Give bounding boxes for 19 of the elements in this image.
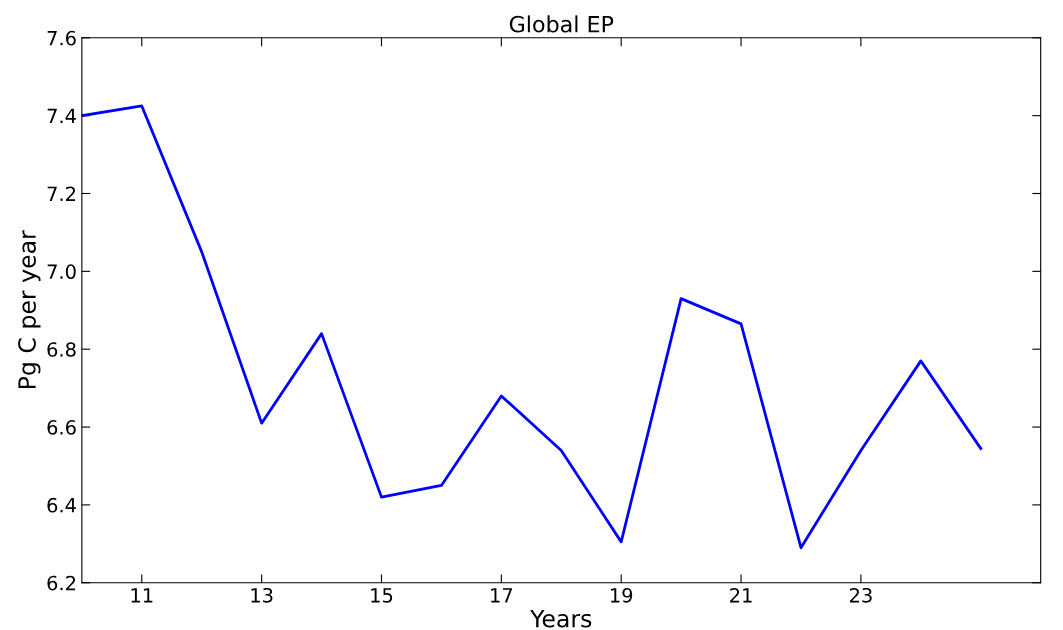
x-axis-title: Years [530, 609, 592, 628]
y-tick-label: 7.4 [47, 108, 76, 124]
y-tick-label: 7.2 [47, 186, 76, 201]
y-tick-label: 6.2 [47, 575, 76, 591]
x-tick-label: 13 [251, 587, 273, 603]
chart-title: Global EP [509, 15, 614, 33]
x-tick-label: 17 [491, 588, 513, 603]
y-tick-label: 7.0 [47, 264, 76, 280]
y-tick-label: 7.6 [47, 30, 76, 46]
x-tick-label: 21 [730, 587, 752, 603]
x-tick-label: 19 [610, 587, 633, 603]
x-tick-label: 11 [131, 588, 153, 603]
line-series [81, 104, 983, 550]
y-axis-title: Pg C per year [18, 230, 41, 389]
x-tick-label: 15 [371, 588, 393, 603]
x-tick-label: 23 [849, 587, 872, 603]
y-tick-label: 6.4 [47, 497, 76, 513]
y-tick-label: 6.6 [47, 420, 76, 435]
y-tick-label: 6.8 [47, 342, 76, 357]
